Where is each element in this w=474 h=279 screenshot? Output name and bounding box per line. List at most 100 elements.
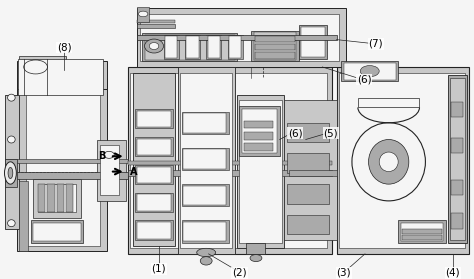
Bar — [251, 31, 299, 61]
Bar — [97, 140, 126, 201]
Bar — [206, 35, 221, 59]
Bar — [451, 180, 463, 195]
Bar — [137, 167, 171, 183]
Text: (7): (7) — [369, 39, 383, 49]
Ellipse shape — [197, 248, 216, 257]
Bar — [135, 220, 173, 240]
Bar — [254, 32, 296, 60]
Ellipse shape — [4, 162, 16, 184]
Bar — [183, 186, 226, 205]
Bar — [287, 215, 329, 234]
Bar — [137, 35, 337, 40]
Bar — [5, 95, 19, 229]
Bar — [246, 243, 265, 254]
Bar — [344, 63, 396, 80]
Bar — [133, 73, 175, 246]
Bar — [5, 172, 128, 179]
Ellipse shape — [379, 152, 398, 172]
Bar — [26, 92, 100, 246]
Bar — [448, 75, 467, 243]
Bar — [182, 148, 229, 170]
Ellipse shape — [145, 39, 164, 53]
Bar — [284, 100, 337, 240]
Text: A: A — [130, 167, 138, 177]
Bar — [299, 25, 327, 59]
Text: (3): (3) — [337, 268, 351, 278]
Bar — [402, 229, 442, 234]
Bar — [19, 181, 28, 251]
Bar — [183, 149, 226, 169]
Bar — [128, 161, 332, 165]
Bar — [339, 73, 465, 248]
Text: (8): (8) — [57, 42, 71, 52]
Text: (6): (6) — [357, 74, 371, 85]
Bar — [137, 7, 149, 22]
Bar — [5, 159, 128, 163]
Bar — [208, 36, 220, 58]
Bar — [135, 193, 173, 212]
Bar — [128, 67, 332, 254]
Bar — [33, 223, 81, 241]
Bar — [244, 121, 273, 128]
Bar — [17, 78, 107, 251]
Bar — [185, 35, 200, 59]
Ellipse shape — [250, 254, 262, 262]
Bar — [135, 165, 173, 184]
Bar — [239, 106, 280, 156]
Bar — [137, 20, 175, 23]
Bar — [401, 223, 443, 241]
Bar — [255, 44, 295, 50]
Bar — [57, 184, 64, 212]
Bar — [237, 95, 284, 248]
Bar — [178, 67, 235, 254]
Text: B: B — [98, 151, 105, 161]
Bar — [128, 170, 332, 176]
Bar — [255, 52, 295, 59]
Bar — [100, 145, 118, 195]
Bar — [402, 235, 442, 240]
Ellipse shape — [8, 220, 15, 227]
Bar — [38, 184, 45, 212]
Ellipse shape — [8, 136, 15, 143]
Bar — [33, 179, 81, 218]
Bar — [66, 184, 73, 212]
Bar — [137, 8, 346, 67]
Bar — [140, 14, 339, 61]
Ellipse shape — [104, 151, 114, 158]
Bar — [31, 220, 83, 243]
Ellipse shape — [352, 123, 425, 201]
Ellipse shape — [138, 11, 148, 17]
Bar — [137, 139, 171, 155]
Bar — [183, 113, 226, 133]
Ellipse shape — [360, 66, 379, 77]
Bar — [145, 35, 235, 60]
Text: (5): (5) — [324, 128, 338, 138]
Bar — [244, 143, 273, 151]
Bar — [228, 35, 243, 59]
Bar — [451, 138, 463, 153]
Bar — [137, 222, 171, 239]
Bar — [137, 194, 171, 211]
Bar — [186, 36, 199, 58]
Bar — [17, 61, 107, 89]
Bar — [130, 73, 327, 248]
Text: (1): (1) — [152, 264, 166, 274]
Bar — [287, 153, 329, 173]
Bar — [137, 24, 175, 28]
Bar — [137, 111, 171, 127]
Bar — [451, 213, 463, 229]
Ellipse shape — [8, 167, 13, 179]
Bar — [38, 184, 76, 212]
Bar — [182, 220, 229, 243]
Bar — [229, 36, 241, 58]
Bar — [242, 109, 277, 153]
Bar — [358, 98, 419, 107]
Bar — [450, 78, 465, 240]
Bar — [18, 59, 103, 95]
Bar — [337, 67, 469, 254]
Text: (6): (6) — [288, 128, 302, 138]
Bar — [135, 109, 173, 128]
Bar — [47, 184, 55, 212]
Bar — [255, 36, 295, 42]
Bar — [135, 137, 173, 156]
